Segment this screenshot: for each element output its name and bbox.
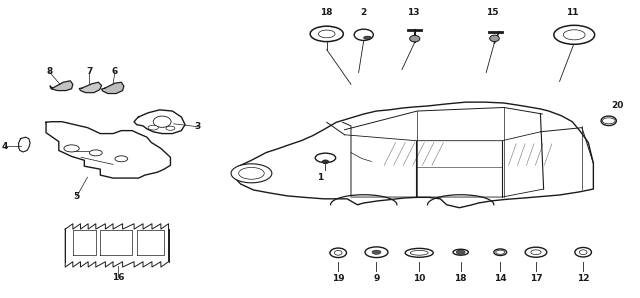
Text: 3: 3 [195,122,201,131]
Ellipse shape [153,116,171,127]
Circle shape [525,247,547,257]
Ellipse shape [405,248,433,257]
Circle shape [310,26,343,42]
Text: 1: 1 [317,173,323,182]
Text: 12: 12 [577,274,589,283]
Ellipse shape [410,250,428,255]
Text: 8: 8 [46,67,52,76]
Text: 14: 14 [494,274,506,283]
Text: 15: 15 [486,8,499,17]
Circle shape [496,250,505,254]
Circle shape [563,30,585,40]
Circle shape [365,247,388,257]
Ellipse shape [364,36,371,39]
Text: 2: 2 [360,8,367,17]
Circle shape [456,250,465,254]
Text: 20: 20 [611,101,623,110]
Text: 9: 9 [373,274,380,283]
Polygon shape [102,82,124,94]
Ellipse shape [490,35,499,42]
Polygon shape [50,81,73,91]
Ellipse shape [453,249,468,255]
Text: 18: 18 [454,274,467,283]
Ellipse shape [601,116,616,125]
Circle shape [316,153,335,163]
Circle shape [239,167,264,179]
Circle shape [372,250,381,254]
Circle shape [148,125,158,130]
Ellipse shape [494,249,507,255]
Text: 5: 5 [74,192,80,201]
Circle shape [531,250,541,254]
Text: 10: 10 [413,274,426,283]
Circle shape [554,25,595,44]
Text: 6: 6 [112,67,118,76]
Circle shape [231,164,272,183]
Ellipse shape [330,248,346,257]
Text: 16: 16 [112,273,124,282]
Ellipse shape [410,35,420,42]
Circle shape [90,150,102,156]
Ellipse shape [354,29,373,41]
Circle shape [602,118,615,124]
Circle shape [115,156,128,162]
Ellipse shape [334,250,342,255]
Circle shape [166,126,175,130]
Ellipse shape [323,160,329,164]
Circle shape [64,145,79,152]
Circle shape [319,30,335,38]
Polygon shape [79,82,102,93]
Text: 17: 17 [530,274,542,283]
Text: 19: 19 [332,274,344,283]
Text: 4: 4 [1,142,8,150]
Text: 13: 13 [406,8,419,17]
Ellipse shape [575,247,591,257]
Text: 7: 7 [86,67,93,76]
Ellipse shape [579,250,587,254]
Text: 18: 18 [321,8,333,17]
Text: 11: 11 [566,8,579,17]
